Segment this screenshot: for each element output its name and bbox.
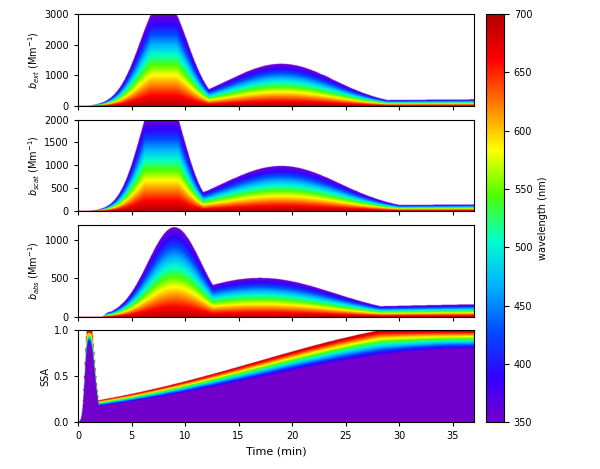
Y-axis label: wavelength (nm): wavelength (nm)	[538, 176, 548, 260]
Y-axis label: $b_{abs}$ (Mm$^{-1}$): $b_{abs}$ (Mm$^{-1}$)	[26, 242, 41, 300]
Y-axis label: SSA: SSA	[41, 367, 51, 386]
Y-axis label: $b_{scat}$ (Mm$^{-1}$): $b_{scat}$ (Mm$^{-1}$)	[26, 135, 41, 196]
X-axis label: Time (min): Time (min)	[245, 446, 307, 457]
Y-axis label: $b_{ext}$ (Mm$^{-1}$): $b_{ext}$ (Mm$^{-1}$)	[26, 31, 41, 89]
